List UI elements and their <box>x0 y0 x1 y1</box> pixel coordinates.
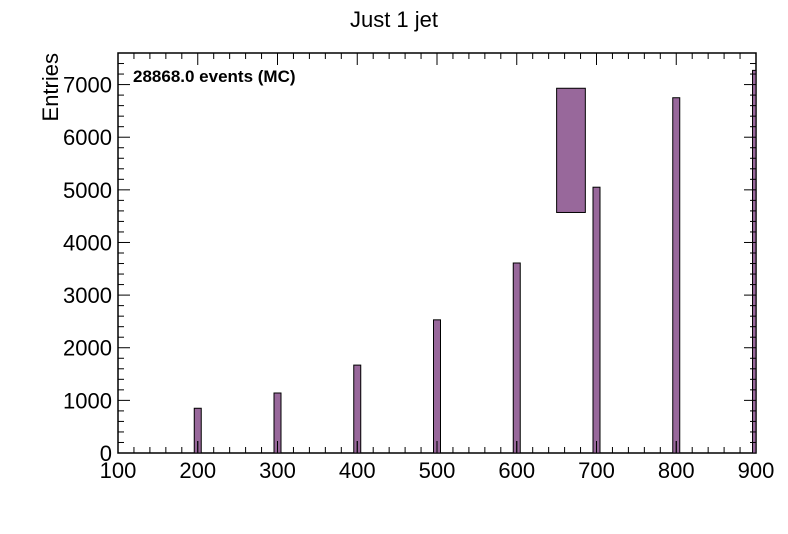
x-tick-label: 400 <box>339 458 376 483</box>
x-tick-label: 800 <box>658 458 695 483</box>
x-tick-label: 600 <box>498 458 535 483</box>
bar-600 <box>512 262 521 454</box>
y-tick-label: 2000 <box>63 336 112 361</box>
x-tick-label: 500 <box>419 458 456 483</box>
y-tick-label: 1000 <box>63 388 112 413</box>
y-tick-label: 3000 <box>63 283 112 308</box>
y-tick-label: 7000 <box>63 73 112 98</box>
x-axis: 100 200 300 400 500 600 700 800 900 <box>100 53 775 483</box>
x-tick-label: 200 <box>179 458 216 483</box>
y-tick-label: 6000 <box>63 125 112 150</box>
x-tick-label: 300 <box>259 458 296 483</box>
y-tick-label: 4000 <box>63 230 112 255</box>
x-tick-label: 700 <box>578 458 615 483</box>
x-tick-label: 900 <box>738 458 775 483</box>
bar-500 <box>433 319 441 454</box>
bar-800 <box>672 97 681 454</box>
x-tick-label: 100 <box>100 458 137 483</box>
chart-title: Just 1 jet <box>350 7 438 32</box>
bar-700 <box>592 186 601 454</box>
y-axis-title: Entries <box>38 53 63 121</box>
bar-900 <box>752 69 757 454</box>
y-tick-label: 5000 <box>63 178 112 203</box>
bar-400 <box>353 364 362 454</box>
legend-swatch <box>556 87 586 213</box>
bars-layer <box>193 69 757 454</box>
events-annotation: 28868.0 events (MC) <box>133 67 296 86</box>
y-tick-label: 0 <box>100 441 112 466</box>
y-axis: 0 1000 2000 3000 4000 5000 6000 7000 <box>63 52 756 466</box>
